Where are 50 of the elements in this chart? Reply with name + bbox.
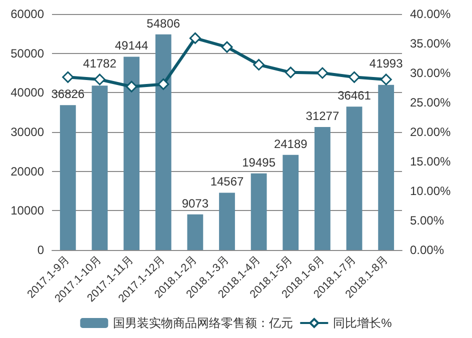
data-label: 41782 [83,56,117,70]
bar [60,105,76,250]
y2-tick-label: 35.00% [410,36,452,50]
data-label: 14567 [210,174,244,189]
data-label: 49144 [114,38,149,53]
point [221,41,233,53]
data-label: 19495 [242,155,276,170]
point [284,66,296,78]
y2-tick-label: 10.00% [410,184,452,198]
point [94,74,106,86]
bar [282,154,299,250]
bar [378,84,394,250]
y2-tick-label: 30.00% [410,66,452,80]
legend-label: 国男装实物商品网络零售额：亿元 [113,316,294,330]
point [253,58,265,70]
data-label: 54806 [146,16,180,30]
point [316,67,328,79]
y2-tick-label: 0.00% [410,243,444,257]
bar [124,56,140,250]
y-tick-label: 30000 [10,125,44,139]
y2-tick-label: 5.00% [410,214,444,228]
point [62,71,74,83]
data-label: 41993 [369,56,404,70]
y-tick-label: 60000 [10,7,44,21]
y-tick-label: 10000 [10,204,44,218]
bar [219,192,235,250]
y2-tick-label: 25.00% [410,96,452,110]
data-label: 36461 [338,88,372,103]
point [380,74,392,86]
point [189,32,201,44]
bar [92,86,108,250]
bar [250,173,267,250]
y2-tick-label: 20.00% [410,125,452,139]
point [348,71,360,83]
data-label: 31277 [306,108,340,123]
data-label: 9073 [182,196,209,210]
point [126,80,138,92]
y-tick-label: 50000 [10,46,44,60]
y2-tick-label: 40.00% [410,7,452,21]
bar [346,106,362,250]
bar [155,34,172,250]
bar [314,126,330,250]
y-tick-label: 0 [37,243,44,257]
y-tick-label: 20000 [10,164,44,178]
y2-tick-label: 15.00% [410,154,452,168]
point [158,78,170,90]
bar [187,214,204,250]
data-label: 24189 [274,136,308,151]
legend-label: 同比增长% [333,316,392,330]
y-tick-label: 40000 [10,86,44,100]
